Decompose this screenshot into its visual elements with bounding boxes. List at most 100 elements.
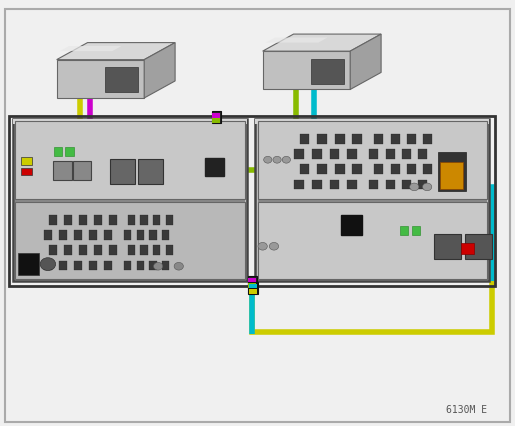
Bar [153,215,161,225]
FancyBboxPatch shape [341,215,362,235]
Bar [128,215,134,225]
Bar [44,230,53,240]
Bar [79,215,87,225]
Bar [79,245,87,255]
Bar [330,150,339,159]
Bar [136,261,144,271]
Bar [419,150,427,159]
Bar [369,150,378,159]
Bar [18,253,39,275]
Bar [312,180,322,190]
Bar [407,164,416,174]
Bar [300,164,310,174]
Bar [44,261,53,271]
Bar [248,278,256,282]
Bar [352,134,362,144]
Bar [89,230,97,240]
Bar [65,147,74,156]
Bar [21,167,32,175]
Bar [94,215,102,225]
Bar [49,215,57,225]
Circle shape [269,242,279,250]
Bar [162,230,169,240]
Bar [258,202,487,279]
Bar [330,180,339,190]
Bar [317,134,327,144]
Bar [128,245,134,255]
Bar [390,134,400,144]
Bar [423,164,433,174]
Bar [386,150,394,159]
Bar [249,284,257,288]
Circle shape [282,156,290,163]
Bar [141,245,148,255]
Bar [390,164,400,174]
FancyBboxPatch shape [13,119,247,281]
Bar [335,134,345,144]
FancyBboxPatch shape [138,159,163,184]
Bar [59,261,67,271]
Bar [249,289,257,294]
Bar [258,199,487,202]
Bar [74,230,82,240]
Bar [369,180,378,190]
Bar [248,283,256,288]
Bar [419,180,427,190]
Polygon shape [350,34,381,89]
Bar [248,282,258,294]
Bar [54,147,62,156]
Bar [352,164,362,174]
Bar [317,164,327,174]
Polygon shape [57,60,144,98]
Bar [141,215,148,225]
Bar [105,67,138,92]
Bar [64,215,72,225]
Bar [21,157,32,164]
Bar [153,245,161,255]
Bar [166,245,174,255]
Polygon shape [60,46,122,51]
Bar [423,134,433,144]
Bar [124,261,131,271]
Polygon shape [144,43,175,98]
Bar [15,121,245,199]
Bar [402,150,411,159]
Bar [311,59,344,84]
Circle shape [258,242,267,250]
Bar [461,243,474,254]
Bar [15,202,245,279]
Bar [295,150,304,159]
Bar [386,180,394,190]
FancyBboxPatch shape [73,161,91,180]
Circle shape [174,262,183,270]
Polygon shape [266,37,328,43]
Bar [149,230,157,240]
FancyBboxPatch shape [5,9,510,422]
Bar [149,261,157,271]
Bar [212,118,220,123]
FancyBboxPatch shape [204,158,224,176]
Bar [15,199,245,202]
Bar [258,121,487,199]
Circle shape [273,156,281,163]
Polygon shape [263,51,350,89]
Bar [94,245,102,255]
Bar [109,245,117,255]
Bar [166,215,174,225]
FancyBboxPatch shape [434,233,461,259]
Bar [49,245,57,255]
Bar [64,245,72,255]
Polygon shape [57,43,175,60]
Bar [74,261,82,271]
Bar [162,261,169,271]
Bar [59,230,67,240]
Bar [295,180,304,190]
Bar [407,134,416,144]
Bar [347,180,357,190]
Text: 6130M E: 6130M E [445,406,487,415]
Bar [212,113,220,118]
Bar [335,164,345,174]
Bar [411,226,420,235]
FancyBboxPatch shape [465,233,492,259]
Bar [109,215,117,225]
